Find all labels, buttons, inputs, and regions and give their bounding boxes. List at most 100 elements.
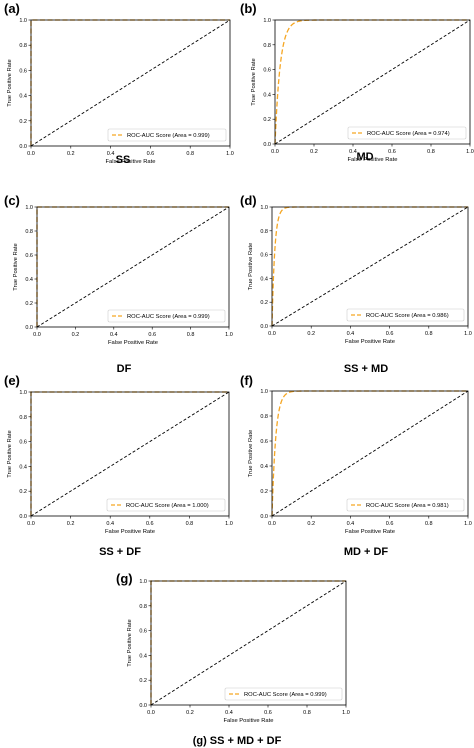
y-tick-label: 0.0 <box>263 142 271 148</box>
roc-panel-5: (e) 0.0 0.2 0.4 0.6 0.8 1.0 0.0 0.2 0.4 0.6 0.8 1.0 F… <box>4 373 233 558</box>
roc-curve <box>271 206 468 326</box>
x-tick-label: 1.0 <box>226 151 234 157</box>
legend-label: ROC-AUC Score (Area = 0.974) <box>367 131 450 137</box>
y-tick-label: 0.6 <box>25 253 33 259</box>
y-tick-label: 0.6 <box>139 629 147 635</box>
y-tick-label: 0.0 <box>260 514 268 520</box>
y-tick-label: 0.2 <box>263 117 271 123</box>
y-tick-label: 0.0 <box>139 703 147 709</box>
x-tick-label: 0.0 <box>27 521 35 527</box>
legend: ROC-AUC Score (Area = 0.974) <box>347 126 467 140</box>
legend-box <box>107 309 226 323</box>
y-tick-label: 1.0 <box>260 205 268 211</box>
x-tick-label: 0.2 <box>186 710 194 716</box>
legend: ROC-AUC Score (Area = 0.999) <box>107 128 227 142</box>
y-axis-label: True Positive Rate <box>7 430 13 477</box>
y-tick-label: 0.8 <box>139 604 147 610</box>
legend-label: ROC-AUC Score (Area = 0.999) <box>244 692 327 698</box>
legend-box <box>107 128 227 142</box>
y-tick-label: 0.8 <box>25 229 33 235</box>
x-axis-label: False Positive Rate <box>348 157 398 163</box>
x-tick-label: 0.6 <box>386 331 394 337</box>
panel-letter: (e) <box>4 373 20 388</box>
y-tick-label: 0.0 <box>19 144 27 150</box>
x-tick-label: 0.4 <box>225 710 233 716</box>
x-tick-label: 1.0 <box>466 149 474 155</box>
plot-frame <box>274 19 471 145</box>
legend-box <box>106 498 226 512</box>
panel-letter: (b) <box>240 1 257 16</box>
roc-panel-3: (c) 0.0 0.2 0.4 0.6 0.8 1.0 0.0 0.2 0.4 0.6 0.8 1.0 F… <box>4 193 233 375</box>
y-tick-label: 0.8 <box>263 43 271 49</box>
x-axis-label: False Positive Rate <box>105 529 155 535</box>
x-tick-label: 0.2 <box>310 149 318 155</box>
x-tick-label: 0.4 <box>347 521 355 527</box>
x-axis-label: False Positive Rate <box>345 339 395 345</box>
x-tick-label: 0.8 <box>425 331 433 337</box>
x-axis-label: False Positive Rate <box>345 529 395 535</box>
legend-label: ROC-AUC Score (Area = 0.981) <box>366 503 449 509</box>
y-tick-label: 0.2 <box>260 300 268 306</box>
legend-box <box>224 687 343 701</box>
y-axis-label: True Positive Rate <box>127 619 133 666</box>
x-tick-label: 0.6 <box>148 332 156 338</box>
y-tick-label: 0.6 <box>260 253 268 259</box>
panel-caption: SS + MD <box>344 363 388 375</box>
legend-label: ROC-AUC Score (Area = 1.000) <box>126 503 209 509</box>
y-tick-label: 0.4 <box>19 94 27 100</box>
y-tick-label: 0.4 <box>260 276 268 282</box>
x-tick-label: 0.6 <box>146 521 154 527</box>
x-tick-label: 1.0 <box>464 521 472 527</box>
x-axis-label: False Positive Rate <box>224 718 274 724</box>
x-tick-label: 0.2 <box>67 151 75 157</box>
x-tick-label: 0.2 <box>67 521 75 527</box>
x-tick-label: 0.4 <box>110 332 118 338</box>
panel-letter: (c) <box>4 193 20 208</box>
panel-caption: MD + DF <box>344 546 389 558</box>
x-tick-label: 0.2 <box>72 332 80 338</box>
panel-letter: (d) <box>240 193 257 208</box>
legend-box <box>346 308 465 322</box>
y-tick-label: 0.2 <box>19 489 27 495</box>
roc-panel-2: (b) 0.0 0.2 0.4 0.6 0.8 1.0 0.0 0.2 0.4 0.6 0.8 1.0 F… <box>240 1 474 163</box>
plot-frame <box>150 580 347 706</box>
y-tick-label: 1.0 <box>19 390 27 396</box>
y-tick-label: 0.2 <box>19 119 27 125</box>
legend-label: ROC-AUC Score (Area = 0.999) <box>127 314 210 320</box>
x-tick-label: 1.0 <box>342 710 350 716</box>
x-tick-label: 0.0 <box>268 331 276 337</box>
roc-panel-7: (g) 0.0 0.2 0.4 0.6 0.8 1.0 0.0 0.2 0.4 0.6 0.8 1.0 F… <box>116 571 350 747</box>
x-tick-label: 1.0 <box>464 331 472 337</box>
y-tick-label: 1.0 <box>139 579 147 585</box>
panel-caption: DF <box>117 363 132 375</box>
roc-panel-4: (d) 0.0 0.2 0.4 0.6 0.8 1.0 0.0 0.2 0.4 0.6 0.8 1.0 F… <box>240 193 472 375</box>
y-tick-label: 1.0 <box>19 18 27 24</box>
y-axis-label: True Positive Rate <box>251 58 257 105</box>
panel-caption: SS <box>116 154 131 166</box>
y-tick-label: 0.0 <box>260 324 268 330</box>
x-tick-label: 0.0 <box>271 149 279 155</box>
plot-frame <box>271 206 469 327</box>
y-tick-label: 0.0 <box>25 325 33 331</box>
chance-diagonal <box>30 391 230 517</box>
y-axis-label: True Positive Rate <box>248 243 254 290</box>
y-tick-label: 0.2 <box>260 489 268 495</box>
panel-letter: (f) <box>240 373 253 388</box>
x-tick-label: 0.6 <box>386 521 394 527</box>
x-tick-label: 0.4 <box>349 149 357 155</box>
x-axis-label: False Positive Rate <box>108 340 158 346</box>
chance-diagonal <box>271 390 469 517</box>
y-tick-label: 0.2 <box>25 301 33 307</box>
y-tick-label: 0.6 <box>263 68 271 74</box>
legend-label: ROC-AUC Score (Area = 0.999) <box>127 133 210 139</box>
roc-panel-6: (f) 0.0 0.2 0.4 0.6 0.8 1.0 0.0 0.2 0.4 0.6 0.8 1.0 F… <box>240 373 472 558</box>
plot-frame <box>36 206 230 328</box>
y-tick-label: 1.0 <box>260 389 268 395</box>
legend-label: ROC-AUC Score (Area = 0.986) <box>366 313 449 319</box>
panel-letter: (a) <box>4 1 20 16</box>
x-tick-label: 0.6 <box>264 710 272 716</box>
y-tick-label: 0.8 <box>260 229 268 235</box>
y-tick-label: 0.4 <box>263 92 271 98</box>
y-tick-label: 0.8 <box>260 414 268 420</box>
